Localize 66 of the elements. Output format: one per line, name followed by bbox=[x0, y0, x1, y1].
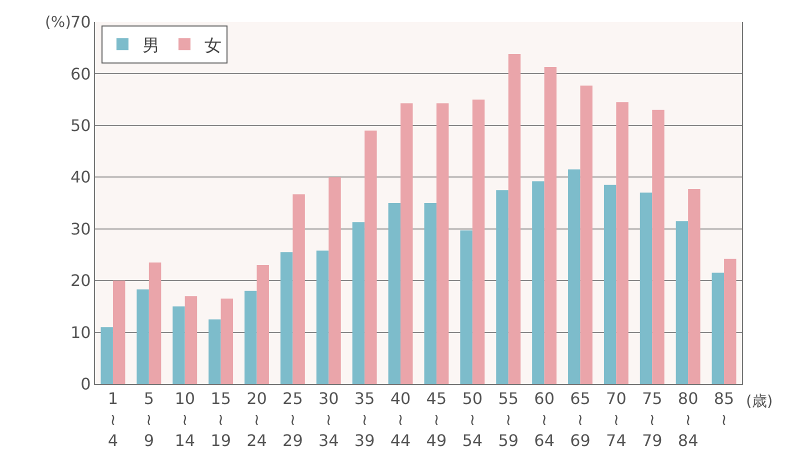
x-tick-label: 75 ≀ 79 bbox=[642, 389, 662, 450]
y-tick-label: 10 bbox=[70, 322, 91, 342]
bar bbox=[640, 192, 652, 384]
bar bbox=[508, 54, 521, 384]
bar bbox=[472, 100, 485, 384]
x-tick-label: 55 ≀ 59 bbox=[498, 389, 519, 450]
x-tick-label: 60 ≀ 64 bbox=[534, 389, 554, 450]
bar bbox=[220, 298, 234, 384]
x-tick-label: 20 ≀ 24 bbox=[246, 389, 267, 450]
x-tick-label: 50 ≀ 54 bbox=[462, 389, 483, 450]
bar bbox=[724, 258, 736, 384]
y-tick-label: 50 bbox=[70, 116, 91, 136]
x-tick-label: 40 ≀ 44 bbox=[390, 389, 411, 450]
bar bbox=[388, 203, 401, 384]
y-tick-label: 30 bbox=[70, 219, 91, 238]
bar bbox=[100, 327, 113, 384]
legend-label: 女 bbox=[204, 36, 222, 56]
x-tick-label: 25 ≀ 29 bbox=[282, 389, 303, 450]
bar bbox=[112, 280, 126, 384]
bar bbox=[364, 130, 377, 384]
y-tick-label: 0 bbox=[80, 374, 91, 394]
bar bbox=[544, 66, 557, 384]
bar bbox=[580, 86, 592, 384]
x-tick-label: 15 ≀ 19 bbox=[210, 389, 231, 450]
bar bbox=[688, 189, 700, 384]
y-tick-label: 40 bbox=[70, 168, 91, 187]
bar bbox=[604, 184, 616, 384]
bar bbox=[208, 319, 221, 384]
bar bbox=[652, 110, 664, 384]
legend-label: 男 bbox=[142, 36, 160, 56]
x-tick-label: 80 ≀ 84 bbox=[678, 389, 698, 450]
bar bbox=[436, 103, 449, 384]
x-axis-title: (歳) bbox=[746, 392, 773, 410]
x-tick-label: 1 ≀ 4 bbox=[108, 389, 118, 450]
x-tick-label: 70 ≀ 74 bbox=[606, 389, 626, 450]
bar bbox=[568, 169, 580, 384]
x-tick-label: 85 ≀ bbox=[714, 389, 734, 429]
bar bbox=[256, 265, 269, 384]
x-tick-label: 65 ≀ 69 bbox=[570, 389, 590, 450]
bar bbox=[148, 262, 162, 384]
bar bbox=[352, 222, 365, 384]
bar bbox=[712, 272, 724, 384]
bar bbox=[676, 221, 688, 384]
x-tick-label: 5 ≀ 9 bbox=[144, 389, 154, 450]
bar bbox=[172, 306, 185, 384]
bar bbox=[496, 190, 508, 384]
bar bbox=[280, 252, 293, 384]
y-tick-label: 70 bbox=[70, 12, 91, 32]
bar bbox=[460, 230, 472, 384]
bar bbox=[316, 250, 329, 384]
bar bbox=[244, 290, 257, 384]
x-tick-label: 30 ≀ 34 bbox=[318, 389, 339, 450]
y-tick-label: 60 bbox=[70, 64, 91, 84]
x-tick-label: 45 ≀ 49 bbox=[426, 389, 447, 450]
y-tick-label: 20 bbox=[70, 271, 91, 290]
bar bbox=[136, 289, 149, 384]
bar bbox=[184, 296, 198, 384]
x-tick-label: 35 ≀ 39 bbox=[354, 389, 375, 450]
x-tick-label: 10 ≀ 14 bbox=[174, 389, 196, 450]
bar bbox=[400, 103, 413, 384]
y-axis-title: (%) bbox=[45, 13, 71, 31]
bar bbox=[424, 203, 436, 384]
bar bbox=[292, 194, 305, 384]
bar bbox=[328, 177, 341, 384]
bar bbox=[616, 102, 628, 384]
bar bbox=[532, 181, 544, 384]
